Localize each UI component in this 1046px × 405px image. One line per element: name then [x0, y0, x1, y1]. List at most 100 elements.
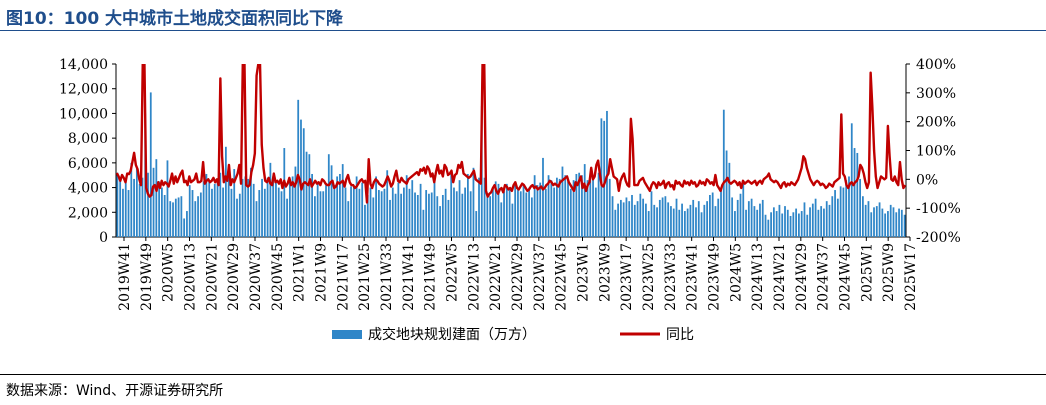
- bar: [252, 183, 255, 237]
- bar: [155, 159, 158, 237]
- bar: [631, 194, 633, 237]
- x-tick-label: 2021W25: [357, 243, 373, 311]
- bar: [503, 191, 505, 237]
- right-tick-label: 0%: [916, 172, 938, 188]
- bar: [319, 191, 322, 237]
- bar: [628, 201, 631, 237]
- bar: [327, 154, 330, 237]
- bar: [133, 178, 135, 237]
- bar: [820, 206, 823, 237]
- bar: [339, 173, 341, 237]
- bar: [695, 207, 697, 237]
- x-tick-label: 2023W41: [685, 243, 701, 311]
- x-tick-label: 2021W17: [335, 243, 351, 311]
- bar: [311, 173, 313, 237]
- bar: [814, 198, 817, 237]
- title-divider: [0, 30, 1046, 31]
- bar: [430, 192, 433, 237]
- bar: [347, 201, 350, 237]
- bar: [478, 177, 480, 237]
- bar: [286, 198, 288, 237]
- bar: [850, 123, 853, 237]
- bar: [558, 178, 561, 237]
- left-tick-label: 8,000: [68, 131, 108, 147]
- bar: [870, 212, 873, 237]
- x-tick-label: 2022W45: [554, 243, 570, 311]
- bar: [528, 187, 530, 237]
- bar: [135, 167, 138, 237]
- yoy-line: [116, 64, 906, 204]
- bar: [116, 172, 119, 237]
- bar: [828, 204, 831, 237]
- bar: [263, 188, 266, 237]
- bar: [675, 198, 678, 237]
- bar: [147, 172, 149, 237]
- bar: [578, 172, 581, 237]
- bar: [592, 176, 594, 237]
- bar: [700, 212, 703, 237]
- bar: [344, 187, 347, 237]
- bar: [325, 185, 327, 237]
- bar: [469, 191, 472, 237]
- bar: [608, 178, 611, 237]
- x-tick-label: 2023W17: [619, 243, 635, 311]
- bar: [619, 199, 622, 237]
- bar: [645, 203, 647, 237]
- bar: [258, 190, 261, 237]
- bar: [798, 213, 800, 237]
- bar: [706, 201, 708, 237]
- bar: [519, 191, 522, 237]
- right-tick-label: 100%: [916, 144, 956, 160]
- bar: [314, 196, 316, 237]
- bar: [397, 182, 400, 237]
- left-tick-label: 12,000: [59, 82, 108, 98]
- bar: [892, 207, 895, 237]
- bar: [428, 193, 430, 237]
- bar: [389, 199, 391, 237]
- bar: [372, 197, 375, 237]
- bar: [806, 214, 809, 237]
- bar: [364, 204, 366, 237]
- bar: [450, 172, 453, 237]
- bar: [725, 150, 728, 237]
- x-tick-label: 2021W1: [292, 243, 308, 302]
- x-tick-label: 2023W25: [641, 243, 657, 311]
- bar: [352, 186, 355, 237]
- x-tick-label: 2022W37: [532, 243, 548, 311]
- bar: [831, 196, 834, 237]
- bar: [653, 204, 656, 237]
- bar: [714, 206, 717, 237]
- bar: [330, 165, 333, 237]
- bar: [583, 164, 586, 237]
- page-title: 图10：100 大中城市土地成交面积同比下降: [6, 9, 344, 29]
- bar: [444, 188, 447, 237]
- bar: [291, 176, 294, 237]
- bar: [408, 188, 411, 237]
- bar: [508, 190, 511, 237]
- bar: [333, 185, 336, 237]
- bar: [622, 202, 625, 237]
- source-note: 数据来源：Wind、开源证券研究所: [6, 383, 224, 399]
- bar: [889, 204, 892, 237]
- right-tick-label: 300%: [916, 86, 956, 102]
- bar: [800, 211, 803, 237]
- bar: [767, 219, 770, 237]
- bar: [597, 172, 600, 237]
- bar: [283, 148, 286, 237]
- bar: [269, 162, 272, 237]
- bar: [152, 167, 155, 237]
- bar: [233, 169, 236, 237]
- bar: [875, 206, 878, 237]
- bar: [433, 175, 436, 237]
- bar: [380, 191, 383, 237]
- bar: [280, 191, 283, 237]
- bar: [441, 194, 444, 237]
- bar: [856, 152, 859, 237]
- left-tick-label: 2,000: [68, 205, 108, 221]
- x-tick-label: 2025W17: [903, 243, 919, 311]
- bar: [505, 183, 508, 237]
- bar: [770, 212, 772, 237]
- bar: [141, 177, 144, 237]
- bar: [625, 197, 628, 237]
- bar: [873, 207, 875, 237]
